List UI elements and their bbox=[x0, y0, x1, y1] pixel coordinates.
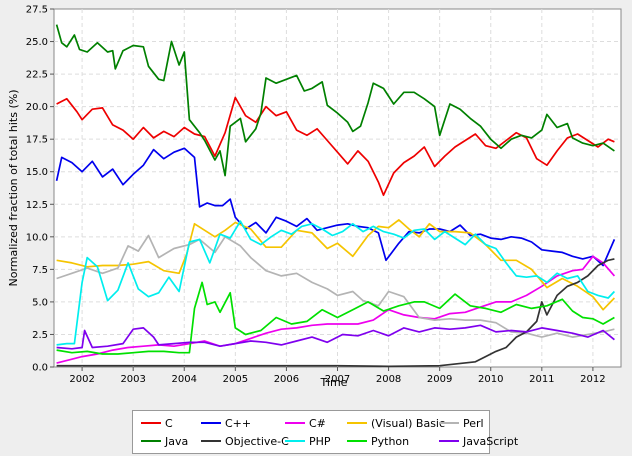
y-tick-label: 0.0 bbox=[32, 363, 48, 374]
x-tick-label: 2008 bbox=[376, 374, 401, 385]
legend-item: Perl bbox=[439, 417, 484, 430]
legend-item: C++ bbox=[201, 417, 251, 430]
legend-label: C# bbox=[309, 417, 326, 430]
y-tick-label: 10.0 bbox=[26, 232, 48, 243]
series-line-perl bbox=[56, 234, 615, 338]
x-tick-label: 2010 bbox=[478, 374, 503, 385]
series-line-php bbox=[56, 220, 616, 346]
series-line-python bbox=[56, 281, 615, 355]
y-tick-label: 12.5 bbox=[26, 200, 48, 211]
y-tick-label: 5.0 bbox=[32, 297, 48, 308]
x-tick-label: 2011 bbox=[529, 374, 554, 385]
y-tick-label: 17.5 bbox=[26, 135, 48, 146]
y-axis-title: Normalized fraction of total hits (%) bbox=[7, 90, 20, 287]
legend-swatch bbox=[141, 440, 161, 442]
x-tick-label: 2002 bbox=[69, 374, 94, 385]
x-tick-label: 2003 bbox=[120, 374, 145, 385]
y-tick-label: 27.5 bbox=[26, 5, 48, 16]
x-tick-label: 2007 bbox=[325, 374, 350, 385]
y-tick-label: 15.0 bbox=[26, 167, 48, 178]
y-axis: 0.0 2.5 5.0 7.5 10.0 12.5 15.0 17.5 20.0 22.5 25.0… bbox=[26, 5, 54, 374]
line-chart: 2002 2003 2004 2005 2006 2007 2008 2009 2010 2011… bbox=[7, 5, 622, 389]
legend-label: C bbox=[165, 417, 173, 430]
x-tick-label: 2012 bbox=[580, 374, 605, 385]
series-layer bbox=[55, 24, 616, 368]
x-tick-label: 2006 bbox=[274, 374, 299, 385]
y-tick-label: 7.5 bbox=[32, 265, 48, 276]
legend-swatch bbox=[439, 440, 459, 442]
series-line-c bbox=[56, 255, 616, 364]
legend-item: C bbox=[141, 417, 173, 430]
legend-label: (Visual) Basic bbox=[371, 417, 446, 430]
y-tick-label: 25.0 bbox=[26, 37, 48, 48]
legend-swatch bbox=[285, 422, 305, 424]
series-line-visual-basic bbox=[56, 219, 616, 311]
legend-item: Python bbox=[347, 435, 409, 448]
legend-item: C# bbox=[285, 417, 326, 430]
x-axis-title: Time bbox=[320, 376, 348, 389]
legend-item: Java bbox=[141, 435, 188, 448]
legend-label: Objective-C bbox=[225, 435, 289, 448]
legend-swatch bbox=[141, 422, 161, 424]
series-line-javascript bbox=[56, 324, 615, 350]
legend-label: Python bbox=[371, 435, 410, 448]
legend-item: Objective-C bbox=[201, 435, 289, 448]
x-tick-label: 2009 bbox=[427, 374, 452, 385]
legend-label: Java bbox=[165, 435, 189, 448]
y-tick-label: 2.5 bbox=[32, 330, 48, 341]
legend-label: C++ bbox=[225, 417, 252, 430]
legend-item: (Visual) Basic bbox=[347, 417, 445, 430]
legend-item: JavaScript bbox=[439, 435, 518, 448]
x-tick-label: 2005 bbox=[223, 374, 248, 385]
series-line-java bbox=[55, 24, 615, 177]
legend-swatch bbox=[347, 422, 367, 424]
legend-label: JavaScript bbox=[463, 435, 519, 448]
y-tick-label: 20.0 bbox=[26, 102, 48, 113]
legend-swatch bbox=[201, 422, 221, 424]
legend-item: PHP bbox=[285, 435, 331, 448]
x-axis: 2002 2003 2004 2005 2006 2007 2008 2009 2010 2011… bbox=[69, 367, 606, 385]
legend-swatch bbox=[347, 440, 367, 442]
legend-swatch bbox=[439, 422, 459, 424]
y-tick-label: 22.5 bbox=[26, 70, 48, 81]
x-tick-label: 2004 bbox=[172, 374, 197, 385]
legend-label: PHP bbox=[309, 435, 331, 448]
legend: C C++ C# (Visual) Basic Perl Java Objective-C P… bbox=[132, 410, 518, 454]
series-line-objective-c bbox=[56, 258, 615, 368]
legend-swatch bbox=[285, 440, 305, 442]
legend-label: Perl bbox=[463, 417, 484, 430]
legend-swatch bbox=[201, 440, 221, 442]
